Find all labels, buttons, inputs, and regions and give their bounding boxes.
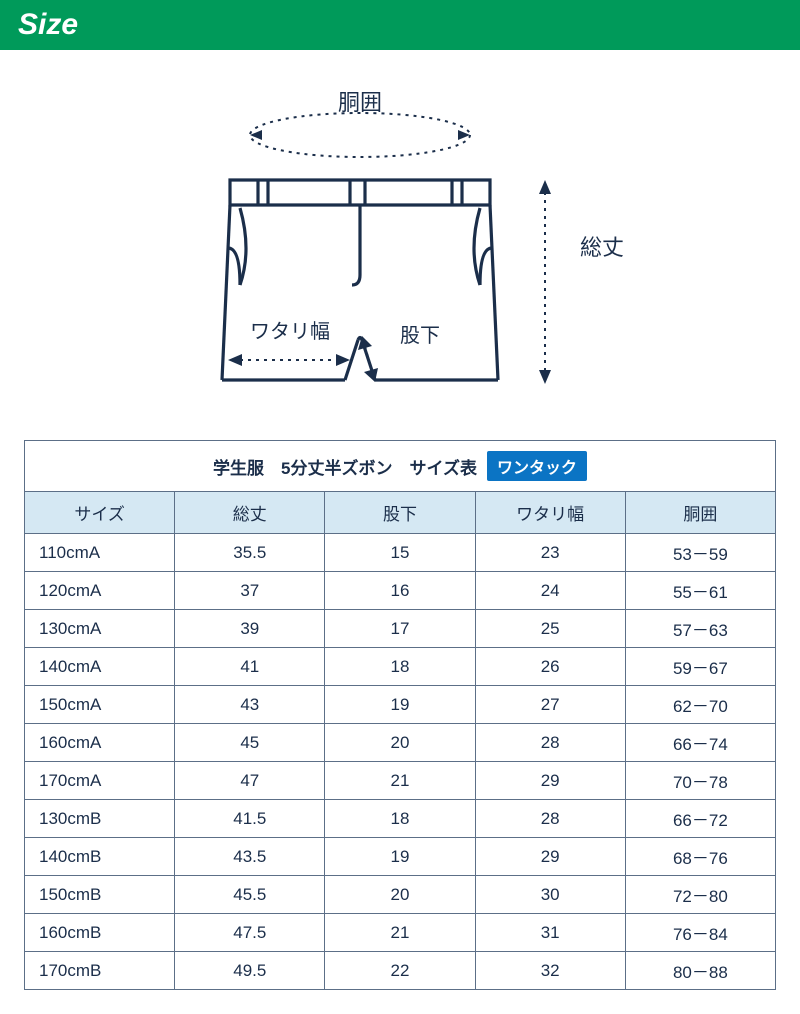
table-cell: 35.5 <box>175 534 325 572</box>
table-badge: ワンタック <box>487 451 587 481</box>
table-cell: 66－74 <box>625 724 775 762</box>
table-cell: 140cmB <box>25 838 175 876</box>
table-cell: 47.5 <box>175 914 325 952</box>
table-cell: 68－76 <box>625 838 775 876</box>
table-cell: 47 <box>175 762 325 800</box>
diagram-label-thigh: ワタリ幅 <box>250 320 330 343</box>
table-cell: 72－80 <box>625 876 775 914</box>
table-cell: 25 <box>475 610 625 648</box>
col-waist: 胴囲 <box>625 492 775 534</box>
table-cell: 80－88 <box>625 952 775 990</box>
table-title: 学生服 5分丈半ズボン サイズ表 <box>213 454 477 479</box>
table-row: 150cmB45.5203072－80 <box>25 876 776 914</box>
table-cell: 18 <box>325 800 475 838</box>
table-cell: 43 <box>175 686 325 724</box>
table-cell: 21 <box>325 914 475 952</box>
diagram-label-total-length: 総丈 <box>580 235 624 260</box>
table-cell: 76－84 <box>625 914 775 952</box>
table-cell: 150cmB <box>25 876 175 914</box>
table-cell: 16 <box>325 572 475 610</box>
table-cell: 30 <box>475 876 625 914</box>
table-cell: 170cmA <box>25 762 175 800</box>
size-diagram: 胴囲 総丈 ワタリ幅 股下 <box>0 50 800 440</box>
size-table-wrap: 学生服 5分丈半ズボン サイズ表 ワンタック サイズ 総丈 股下 ワタリ幅 胴囲… <box>0 440 800 1014</box>
table-cell: 45 <box>175 724 325 762</box>
table-cell: 62－70 <box>625 686 775 724</box>
table-row: 130cmA39172557－63 <box>25 610 776 648</box>
table-row: 170cmA47212970－78 <box>25 762 776 800</box>
table-cell: 66－72 <box>625 800 775 838</box>
diagram-label-inseam: 股下 <box>400 325 440 347</box>
table-cell: 23 <box>475 534 625 572</box>
table-cell: 37 <box>175 572 325 610</box>
table-cell: 29 <box>475 838 625 876</box>
table-cell: 28 <box>475 724 625 762</box>
table-cell: 41 <box>175 648 325 686</box>
table-cell: 24 <box>475 572 625 610</box>
table-row: 160cmB47.5213176－84 <box>25 914 776 952</box>
table-cell: 70－78 <box>625 762 775 800</box>
table-cell: 140cmA <box>25 648 175 686</box>
table-cell: 160cmB <box>25 914 175 952</box>
table-cell: 19 <box>325 838 475 876</box>
table-cell: 20 <box>325 876 475 914</box>
table-cell: 49.5 <box>175 952 325 990</box>
table-cell: 26 <box>475 648 625 686</box>
table-cell: 59－67 <box>625 648 775 686</box>
table-cell: 21 <box>325 762 475 800</box>
table-row: 140cmA41182659－67 <box>25 648 776 686</box>
table-cell: 22 <box>325 952 475 990</box>
diagram-label-waist: 胴囲 <box>338 90 382 115</box>
table-cell: 19 <box>325 686 475 724</box>
size-header: Size <box>0 0 800 50</box>
table-cell: 15 <box>325 534 475 572</box>
table-row: 170cmB49.5223280－88 <box>25 952 776 990</box>
table-cell: 55－61 <box>625 572 775 610</box>
table-cell: 120cmA <box>25 572 175 610</box>
col-thigh: ワタリ幅 <box>475 492 625 534</box>
size-header-label: Size <box>18 8 78 41</box>
table-cell: 41.5 <box>175 800 325 838</box>
table-cell: 130cmA <box>25 610 175 648</box>
table-cell: 43.5 <box>175 838 325 876</box>
table-cell: 27 <box>475 686 625 724</box>
table-cell: 31 <box>475 914 625 952</box>
table-cell: 150cmA <box>25 686 175 724</box>
shorts-diagram-svg: 胴囲 総丈 ワタリ幅 股下 <box>140 80 660 400</box>
table-cell: 45.5 <box>175 876 325 914</box>
table-row: 140cmB43.5192968－76 <box>25 838 776 876</box>
size-table: 学生服 5分丈半ズボン サイズ表 ワンタック サイズ 総丈 股下 ワタリ幅 胴囲… <box>24 440 776 990</box>
table-title-row: 学生服 5分丈半ズボン サイズ表 ワンタック <box>25 441 776 492</box>
table-cell: 57－63 <box>625 610 775 648</box>
table-cell: 29 <box>475 762 625 800</box>
col-size: サイズ <box>25 492 175 534</box>
table-cell: 20 <box>325 724 475 762</box>
table-cell: 160cmA <box>25 724 175 762</box>
table-cell: 53－59 <box>625 534 775 572</box>
table-cell: 130cmB <box>25 800 175 838</box>
table-cell: 39 <box>175 610 325 648</box>
table-row: 150cmA43192762－70 <box>25 686 776 724</box>
table-cell: 170cmB <box>25 952 175 990</box>
table-cell: 110cmA <box>25 534 175 572</box>
table-column-header-row: サイズ 総丈 股下 ワタリ幅 胴囲 <box>25 492 776 534</box>
table-cell: 28 <box>475 800 625 838</box>
table-row: 110cmA35.5152353－59 <box>25 534 776 572</box>
table-row: 130cmB41.5182866－72 <box>25 800 776 838</box>
size-table-body: 110cmA35.5152353－59120cmA37162455－61130c… <box>25 534 776 990</box>
col-total: 総丈 <box>175 492 325 534</box>
table-cell: 32 <box>475 952 625 990</box>
col-inseam: 股下 <box>325 492 475 534</box>
table-row: 160cmA45202866－74 <box>25 724 776 762</box>
table-cell: 17 <box>325 610 475 648</box>
table-row: 120cmA37162455－61 <box>25 572 776 610</box>
table-cell: 18 <box>325 648 475 686</box>
